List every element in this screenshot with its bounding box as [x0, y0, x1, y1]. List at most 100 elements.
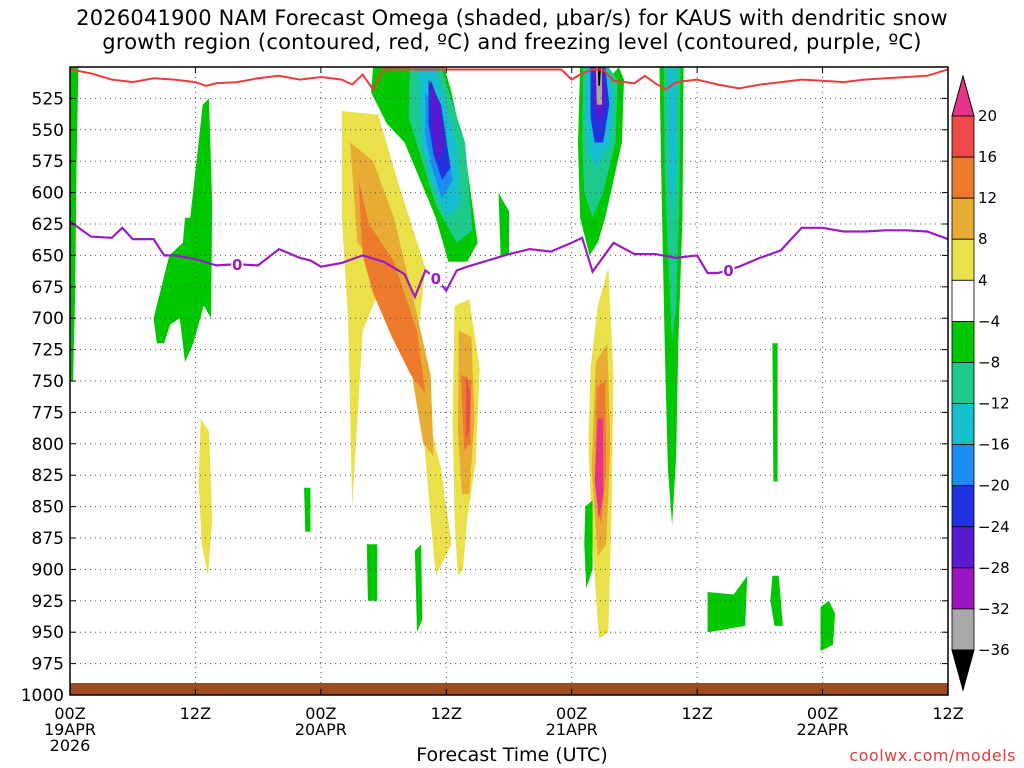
omega-region — [304, 487, 311, 532]
ground-fill — [70, 683, 948, 695]
x-tick-label: 12Z — [932, 704, 963, 723]
omega-region — [820, 600, 836, 651]
y-tick-label: 975 — [32, 655, 64, 675]
colorbar-tick-label: −28 — [978, 559, 1010, 577]
omega-region — [667, 67, 677, 218]
contour-layer: 0 0 0 — [70, 68, 948, 300]
y-axis: 525 550 575 600 625 650 675 700 725 750 775 800 825 8… — [21, 89, 948, 706]
omega-region — [466, 374, 471, 438]
y-tick-label: 525 — [32, 89, 64, 109]
y-tick-label: 650 — [32, 246, 64, 266]
colorbar-tick-label: 16 — [978, 148, 997, 166]
x-tick-label: 00Z — [54, 704, 85, 723]
chart-title-line-2: growth region (contoured, red, ºC) and f… — [102, 30, 922, 54]
colorbar-tick-label: −24 — [978, 518, 1010, 536]
freezing-level-label: 0 — [232, 256, 242, 274]
dgz-contour-line — [70, 68, 948, 92]
colorbar-tick-label: −12 — [978, 395, 1010, 413]
omega-region — [595, 67, 602, 105]
y-tick-label: 775 — [32, 403, 64, 423]
x-tick-label: 12Z — [180, 704, 211, 723]
colorbar-bin — [951, 649, 975, 692]
y-tick-label: 625 — [32, 215, 64, 235]
freezing-level-line — [70, 220, 948, 300]
omega-region — [770, 575, 783, 626]
x-tick-label: 00Z — [807, 704, 838, 723]
colorbar-tick-label: −20 — [978, 477, 1010, 495]
colorbar-bin — [951, 238, 975, 281]
y-tick-label: 725 — [32, 341, 64, 361]
colorbar-tick-label: −32 — [978, 600, 1010, 618]
y-tick-label: 900 — [32, 560, 64, 580]
x-tick-label: 19APR — [44, 720, 96, 739]
freezing-label-bg — [429, 270, 442, 287]
colorbar-tick-label: 20 — [978, 107, 997, 125]
colorbar-bin — [951, 197, 975, 240]
colorbar-tick-label: −8 — [978, 353, 1000, 371]
colorbar-bin — [951, 320, 975, 363]
y-tick-label: 825 — [32, 466, 64, 486]
y-tick-label: 700 — [32, 309, 64, 329]
credit-text: coolwx.com/models — [849, 746, 1016, 765]
omega-region — [584, 500, 593, 589]
colorbar-bin — [951, 115, 975, 158]
freezing-label-bg — [231, 256, 244, 273]
x-axis-label: Forecast Time (UTC) — [416, 744, 608, 766]
colorbar-bin — [951, 74, 975, 117]
x-tick-label: 00Z — [305, 704, 336, 723]
colorbar-bin — [951, 403, 975, 446]
colorbar-bin — [951, 567, 975, 610]
y-tick-label: 925 — [32, 592, 64, 612]
x-tick-label: 12Z — [681, 704, 712, 723]
colorbar-tick-label: −4 — [978, 312, 1000, 330]
plot-background — [70, 67, 948, 695]
omega-region — [153, 98, 213, 363]
ground-layer — [70, 683, 948, 695]
omega-region — [707, 575, 748, 633]
freezing-level-label: 0 — [723, 262, 733, 280]
omega-shading-layer — [70, 67, 836, 651]
y-tick-label: 800 — [32, 435, 64, 455]
omega-region — [498, 192, 509, 256]
y-tick-label: 850 — [32, 498, 64, 518]
colorbar-tick-label: 4 — [978, 271, 988, 289]
colorbar-bin — [951, 608, 975, 651]
y-tick-label: 600 — [32, 184, 64, 204]
colorbar-tick-label: 12 — [978, 189, 997, 207]
colorbar-bin — [951, 444, 975, 487]
colorbar-bin — [951, 485, 975, 528]
chart-title-line-1: 2026041900 NAM Forecast Omega (shaded, μ… — [76, 6, 948, 30]
omega-region — [597, 67, 601, 86]
y-tick-label: 750 — [32, 372, 64, 392]
colorbar-bin — [951, 279, 975, 322]
omega-region — [414, 544, 423, 633]
x-tick-label: 21APR — [546, 720, 598, 739]
omega-region — [366, 544, 378, 601]
y-tick-label: 550 — [32, 121, 64, 141]
y-tick-label: 950 — [32, 623, 64, 643]
omega-region — [358, 180, 426, 394]
x-tick-label: 00Z — [556, 704, 587, 723]
colorbar-tick-label: −36 — [978, 641, 1010, 659]
colorbar-bin — [951, 362, 975, 404]
colorbar-bin — [951, 526, 975, 569]
x-tick-label: 20APR — [295, 720, 347, 739]
omega-region — [430, 79, 445, 162]
y-tick-label: 1000 — [21, 686, 64, 706]
omega-region — [198, 418, 213, 576]
colorbar: 20 16 12 8 4 −4 −8 −12 −16 −20 −24 −28 −32 −36 — [951, 74, 1010, 692]
x-tick-label: 12Z — [431, 704, 462, 723]
freezing-level-label: 0 — [431, 270, 441, 288]
colorbar-tick-label: 8 — [978, 230, 988, 248]
colorbar-tick-label: −16 — [978, 436, 1010, 454]
colorbar-bin — [951, 156, 975, 199]
chart-title: 2026041900 NAM Forecast Omega (shaded, μ… — [0, 6, 1024, 54]
y-tick-label: 875 — [32, 529, 64, 549]
y-tick-label: 575 — [32, 152, 64, 172]
x-tick-label: 22APR — [797, 720, 849, 739]
y-tick-label: 675 — [32, 278, 64, 298]
freezing-label-bg — [722, 261, 735, 278]
x-tick-label: 2026 — [50, 736, 91, 755]
